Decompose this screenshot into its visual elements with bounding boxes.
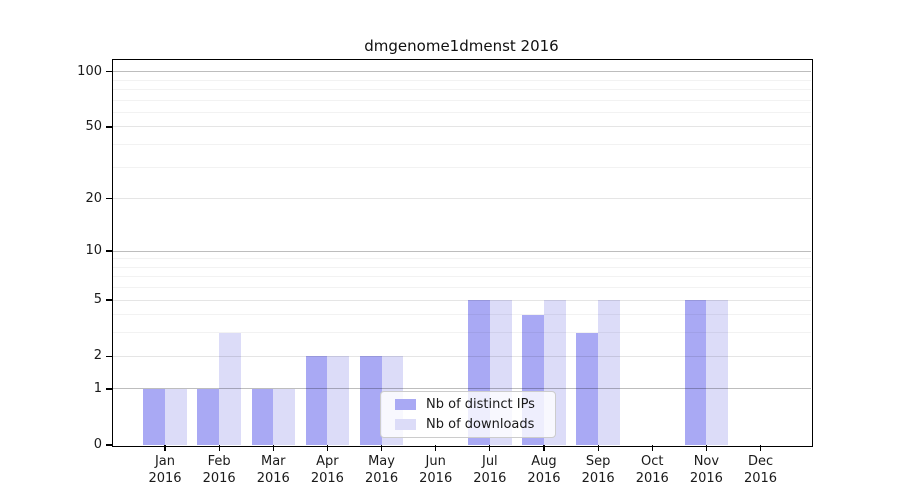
x-tick-jul <box>489 445 491 451</box>
bar-downloads-feb <box>219 332 241 445</box>
gridline-20 <box>112 198 811 200</box>
x-tick-label-sep: Sep 2016 <box>581 454 615 486</box>
y-tick-label-2: 2 <box>93 348 102 364</box>
gridline-2 <box>112 355 811 357</box>
gridline-5 <box>112 299 811 301</box>
x-tick-label-jun: Jun 2016 <box>419 454 453 486</box>
x-tick-aug <box>543 445 545 451</box>
minor-gridline-30 <box>112 166 811 168</box>
x-tick-label-feb: Feb 2016 <box>202 454 236 486</box>
legend-swatch-downloads-icon <box>395 419 416 430</box>
y-tick-label-100: 100 <box>77 63 102 79</box>
legend: Nb of distinct IPs Nb of downloads <box>380 391 556 438</box>
minor-gridline-90 <box>112 79 811 81</box>
y-tick-label-50: 50 <box>85 118 102 134</box>
y-tick-label-10: 10 <box>85 243 102 259</box>
x-tick-mar <box>272 445 274 451</box>
x-tick-label-jan: Jan 2016 <box>148 454 182 486</box>
bar-downloads-jan <box>165 388 187 445</box>
x-tick-label-mar: Mar 2016 <box>256 454 290 486</box>
y-tick-20 <box>106 198 112 200</box>
x-tick-label-jul: Jul 2016 <box>473 454 507 486</box>
gridline-50 <box>112 126 811 128</box>
bar-distinct-ips-jan <box>143 388 165 445</box>
minor-gridline-7 <box>112 276 811 278</box>
x-tick-label-aug: Aug 2016 <box>527 454 561 486</box>
x-tick-sep <box>597 445 599 451</box>
minor-gridline-8 <box>112 266 811 268</box>
legend-label-downloads: Nb of downloads <box>426 417 535 432</box>
bar-downloads-nov <box>706 300 729 445</box>
y-tick-100 <box>106 71 112 73</box>
gridline-100 <box>112 71 811 73</box>
y-tick-label-5: 5 <box>93 292 102 308</box>
y-tick-1 <box>106 388 112 390</box>
gridline-10 <box>112 250 811 252</box>
x-tick-apr <box>326 445 328 451</box>
bar-downloads-sep <box>598 300 620 445</box>
x-tick-nov <box>705 445 707 451</box>
legend-row-downloads: Nb of downloads <box>395 417 555 432</box>
x-tick-jan <box>164 445 166 451</box>
x-tick-may <box>380 445 383 451</box>
y-tick-0 <box>106 444 112 446</box>
y-tick-10 <box>106 250 112 252</box>
y-tick-50 <box>106 126 112 128</box>
bar-distinct-ips-mar <box>251 388 274 445</box>
minor-gridline-80 <box>112 89 811 91</box>
y-tick-2 <box>106 355 112 357</box>
x-tick-label-apr: Apr 2016 <box>310 454 344 486</box>
bar-distinct-ips-apr <box>305 356 328 445</box>
minor-gridline-70 <box>112 99 811 101</box>
minor-gridline-9 <box>112 258 811 260</box>
y-tick-label-0: 0 <box>93 437 102 452</box>
x-tick-feb <box>218 445 220 451</box>
minor-gridline-3 <box>112 332 811 334</box>
minor-gridline-6 <box>112 287 811 289</box>
x-tick-label-oct: Oct 2016 <box>635 454 669 486</box>
x-tick-jun <box>435 445 437 451</box>
minor-gridline-60 <box>112 111 811 113</box>
x-tick-label-may: May 2016 <box>365 454 399 486</box>
legend-swatch-distinct-ips-icon <box>395 399 416 410</box>
chart-title: dmgenome1dmenst 2016 <box>364 37 559 55</box>
gridline-1 <box>112 388 811 390</box>
legend-label-distinct-ips: Nb of distinct IPs <box>426 397 535 412</box>
minor-gridline-4 <box>112 314 811 316</box>
bar-downloads-mar <box>273 388 295 445</box>
x-tick-label-nov: Nov 2016 <box>689 454 723 486</box>
bar-distinct-ips-sep <box>576 332 599 445</box>
x-tick-oct <box>651 445 653 451</box>
bar-downloads-apr <box>327 356 350 445</box>
y-tick-5 <box>106 299 112 301</box>
y-tick-label-1: 1 <box>93 380 102 396</box>
x-tick-dec <box>759 445 762 451</box>
minor-gridline-40 <box>112 144 811 146</box>
legend-row-distinct-ips: Nb of distinct IPs <box>395 397 555 412</box>
x-tick-label-dec: Dec 2016 <box>743 454 778 486</box>
bar-distinct-ips-nov <box>684 300 707 445</box>
bar-distinct-ips-may <box>359 356 382 445</box>
y-tick-label-20: 20 <box>85 190 102 206</box>
bar-distinct-ips-feb <box>197 388 220 445</box>
